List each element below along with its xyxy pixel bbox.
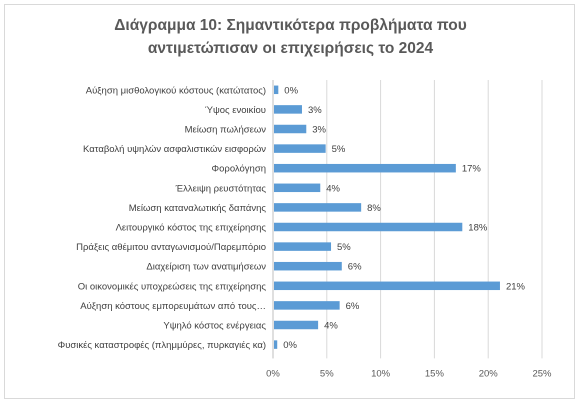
category-label: Αύξηση κόστους εμπορευμάτων από τους… [80,301,266,312]
category-label: Λειτουργικό κόστος της επιχείρησης [116,223,267,234]
bar [274,124,307,134]
data-label: 5% [332,144,346,155]
data-label: 6% [346,301,360,312]
x-tick-label: 10% [371,368,391,379]
bar [274,183,321,193]
x-tick-label: 5% [320,368,334,379]
bar [274,301,340,310]
bar [274,242,332,251]
chart-title-line-2: αντιμετώπισαν οι επιχειρήσεις το 2024 [147,40,434,57]
x-tick-label: 25% [532,368,552,379]
data-label: 0% [284,85,298,96]
data-label: 3% [312,125,326,136]
category-label: Πράξεις αθέμιτου ανταγωνισμού/Παρεμπόριο [76,242,266,253]
bar [274,85,279,95]
category-label: Υψηλό κόστος ενέργειας [163,321,266,332]
bar [274,340,278,349]
bar [274,105,302,114]
bar [274,261,342,271]
data-label: 4% [326,183,340,194]
bar [274,281,500,291]
chart-title: Διάγραμμα 10: Σημαντικότερα προβλήματα π… [0,14,581,60]
x-tick-label: 15% [425,368,445,379]
bar [274,144,326,153]
chart-title-line-1: Διάγραμμα 10: Σημαντικότερα προβλήματα π… [114,17,467,34]
x-tick-label: 20% [479,368,499,379]
category-label: Έλλειψη ρευστότητας [175,183,267,194]
data-label: 3% [308,105,322,116]
data-label: 21% [506,281,526,292]
chart-area [4,4,575,399]
data-label: 6% [348,262,362,273]
category-label: Αύξηση μισθολογικού κόστους (κατώτατος) [86,85,266,96]
x-tick-label: 0% [266,368,280,379]
category-label: Διαχείριση των ανατιμήσεων [146,262,266,273]
data-label: 5% [337,242,351,253]
category-label: Φορολόγηση [212,164,266,175]
bar [274,163,456,173]
category-label: Ύψος ενοικίου [205,105,266,116]
bar [274,203,362,212]
category-label: Καταβολή υψηλών ασφαλιστικών εισφορών [83,144,266,155]
category-label: Μείωση πωλήσεων [185,125,267,136]
data-label: 8% [367,203,381,214]
category-label: Μείωση καταναλωτικής δαπάνης [129,203,267,214]
category-label: Οι οικονομικές υποχρεώσεις της επιχείρησ… [78,281,267,292]
data-label: 17% [462,164,482,175]
category-label: Φυσικές καταστροφές (πλημμύρες, πυρκαγιέ… [58,340,266,351]
data-label: 18% [468,223,488,234]
bar [274,222,463,232]
bar [274,320,319,330]
data-label: 0% [283,340,297,351]
data-label: 4% [324,321,338,332]
